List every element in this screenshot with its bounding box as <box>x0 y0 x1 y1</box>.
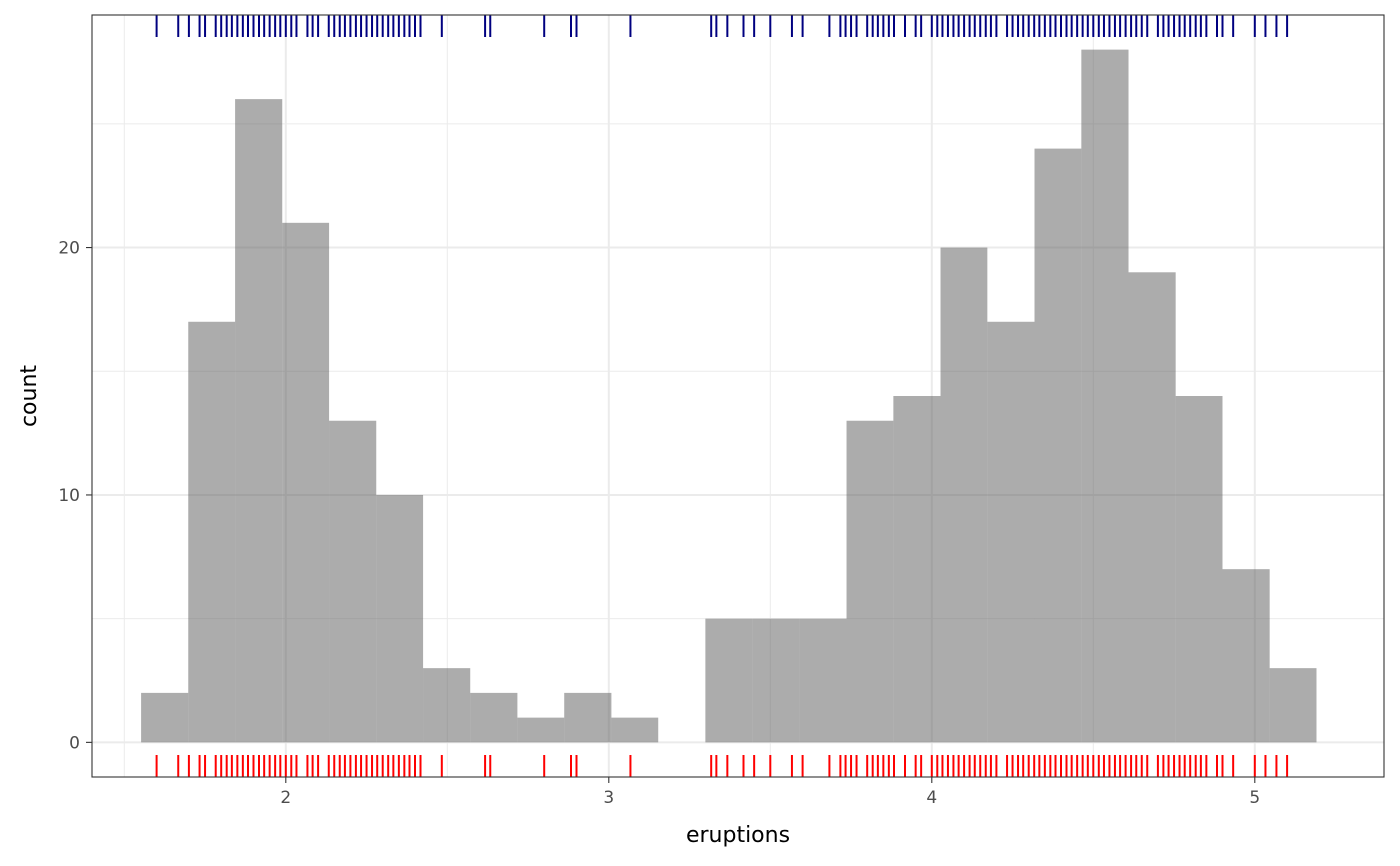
histogram-bar <box>987 321 1035 743</box>
histogram-bar <box>1034 148 1082 743</box>
x-tick-label: 4 <box>926 788 937 808</box>
histogram-bar <box>470 692 518 743</box>
histogram-bar <box>1222 569 1270 743</box>
histogram-bar <box>752 618 800 743</box>
rug-bottom <box>155 755 1289 777</box>
histogram-bar <box>705 618 753 743</box>
x-tick-label: 2 <box>280 788 291 808</box>
panel-border <box>91 14 1385 778</box>
y-axis-title: count <box>17 365 42 427</box>
y-tick-label: 20 <box>58 239 80 259</box>
histogram-bar <box>1081 49 1129 743</box>
histogram-bar <box>188 321 236 743</box>
histogram-bar <box>376 494 424 743</box>
rug-top <box>155 15 1289 37</box>
histogram-bar <box>564 692 612 743</box>
histogram-bar <box>799 618 847 743</box>
histogram-bar <box>940 247 988 743</box>
histogram-bar <box>235 99 283 743</box>
histogram-bar <box>611 717 659 743</box>
histogram-bar <box>846 420 894 743</box>
histogram-bar <box>329 420 377 743</box>
y-tick-label: 10 <box>58 486 80 506</box>
x-tick-label: 5 <box>1249 788 1260 808</box>
histogram-bar <box>1128 272 1176 743</box>
histogram-bar <box>141 692 189 743</box>
histogram-bar <box>893 396 941 743</box>
y-tick-label: 0 <box>69 733 80 753</box>
histogram-bar <box>423 668 471 743</box>
histogram-bar <box>282 222 330 743</box>
x-axis-title: eruptions <box>686 823 790 848</box>
histogram-bars <box>141 49 1317 743</box>
histogram-bar <box>1269 668 1317 743</box>
x-tick-label: 3 <box>603 788 614 808</box>
histogram-bar <box>517 717 565 743</box>
y-axis: 0 10 20 <box>58 239 92 753</box>
histogram-bar <box>1175 396 1223 743</box>
x-axis: 2 3 4 5 <box>280 777 1260 808</box>
